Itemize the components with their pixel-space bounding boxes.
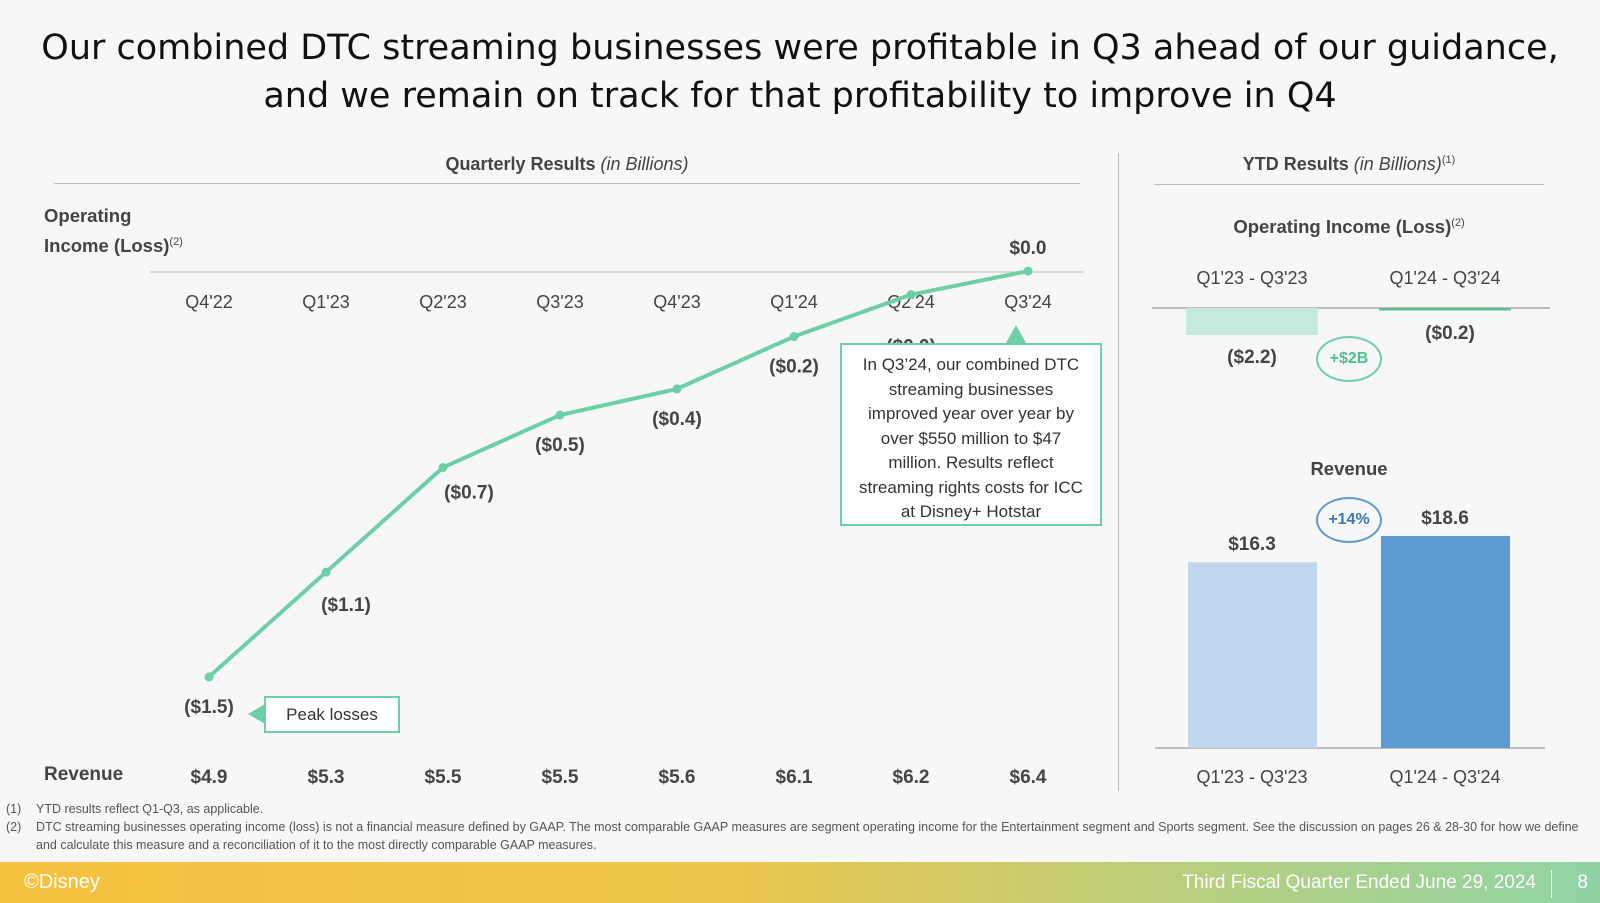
quarterly-heading-units: (in Billions) [600, 154, 689, 174]
ytd-heading-units: (in Billions) [1353, 154, 1442, 174]
footnote-text: YTD results reflect Q1-Q3, as applicable… [36, 802, 264, 816]
operating-income-label: Operating Income (Loss)(2) [44, 202, 183, 259]
data-point [321, 567, 331, 577]
x-tick-label: Q3'24 [1004, 292, 1051, 312]
ytd-revenue-value-label: $18.6 [1421, 508, 1469, 529]
callout-pointer [1006, 325, 1026, 343]
ytd-revenue-bar [1381, 536, 1510, 748]
data-label: $0.0 [1010, 238, 1047, 259]
data-point [438, 462, 448, 472]
ytd-oi-title-sup: (2) [1451, 216, 1465, 229]
ytd-oi-title-text: Operating Income (Loss) [1233, 216, 1452, 237]
ytd-heading: YTD Results (in Billions)(1) [1154, 154, 1544, 175]
footer-period: Third Fiscal Quarter Ended June 29, 2024 [1182, 872, 1536, 893]
revenue-value: $5.5 [425, 767, 462, 788]
data-point [555, 410, 565, 420]
revenue-value: $5.6 [659, 767, 696, 788]
footer-brand: ©Disney [24, 871, 100, 893]
operating-income-series-line [207, 269, 1029, 679]
quarterly-heading-rule [54, 183, 1080, 184]
x-tick-label: Q4'23 [653, 292, 700, 312]
ytd-charts: Q1'23 - Q3'23 ($2.2) Q1'24 - Q3'24 ($0.2) $1… [1152, 268, 1550, 787]
x-tick-label: Q1'24 [770, 292, 817, 312]
x-tick-label: Q4'22 [185, 292, 232, 312]
quarterly-heading: Quarterly Results (in Billions) [54, 154, 1080, 175]
operating-income-label-sup: (2) [169, 236, 183, 248]
footer-separator [1551, 870, 1552, 898]
operating-income-label-line1: Operating [44, 205, 132, 226]
ytd-revenue-category-label: Q1'24 - Q3'24 [1390, 767, 1501, 787]
revenue-value: $5.3 [308, 767, 345, 788]
ytd-heading-rule [1154, 184, 1544, 185]
data-point [672, 384, 682, 394]
ytd-heading-sup: (1) [1441, 154, 1456, 166]
footnote-number: (1) [6, 802, 22, 816]
ytd-oi-value-label: ($2.2) [1227, 347, 1277, 368]
peak-losses-callout: Peak losses [264, 696, 400, 733]
ytd-oi-title: Operating Income (Loss)(2) [1154, 216, 1544, 238]
page-number: 8 [1577, 872, 1588, 893]
footnote-text: DTC streaming businesses operating incom… [36, 820, 1579, 852]
revenue-row-label: Revenue [44, 764, 124, 785]
ytd-oi-change-badge: +$2B [1316, 336, 1382, 382]
data-point [906, 290, 916, 300]
data-point [1023, 266, 1033, 276]
footnote-2: (2) DTC streaming businesses operating in… [6, 818, 1596, 854]
data-label: ($0.4) [652, 409, 702, 430]
quarterly-operating-income-chart: Q4'22 $4.9 Q1'23 $5.3 Q2'23 $5.5 Q3'23 $5.5 Q4'2… [150, 238, 1084, 788]
operating-income-label-line2: Income (Loss) [44, 235, 170, 257]
ytd-oi-bar [1186, 308, 1318, 335]
ytd-revenue-title: Revenue [1310, 458, 1388, 479]
ytd-revenue-category-label: Q1'23 - Q3'23 [1197, 767, 1308, 787]
revenue-value: $5.5 [542, 767, 579, 788]
ytd-oi-value-label: ($0.2) [1425, 323, 1475, 344]
ytd-revenue-bar [1188, 562, 1317, 748]
ytd-oi-category-label: Q1'23 - Q3'23 [1197, 268, 1308, 288]
data-label: ($1.5) [184, 697, 234, 718]
revenue-value: $6.1 [776, 767, 813, 788]
q3-commentary-callout: In Q3’24, our combined DTC streaming bus… [840, 343, 1102, 526]
data-label: ($0.7) [444, 482, 494, 503]
ytd-oi-bar [1379, 308, 1511, 311]
revenue-value: $4.9 [191, 767, 228, 788]
footnotes: (1) YTD results reflect Q1-Q3, as applica… [6, 800, 1596, 854]
footnote-1: (1) YTD results reflect Q1-Q3, as applica… [6, 800, 1596, 818]
panel-divider [1118, 153, 1119, 791]
quarterly-heading-text: Quarterly Results [445, 154, 596, 174]
ytd-heading-text: YTD Results [1242, 154, 1349, 174]
slide-title: Our combined DTC streaming businesses we… [41, 28, 1559, 116]
data-label: ($0.5) [535, 435, 585, 456]
ytd-revenue-change-badge: +14% [1316, 497, 1382, 543]
x-tick-label: Q1'23 [302, 292, 349, 312]
revenue-value: $6.4 [1010, 767, 1047, 788]
data-point [204, 672, 214, 682]
peak-callout-pointer [248, 704, 265, 724]
ytd-oi-category-label: Q1'24 - Q3'24 [1390, 268, 1501, 288]
data-point [789, 332, 799, 342]
data-label: ($1.1) [321, 595, 371, 616]
x-tick-label: Q3'23 [536, 292, 583, 312]
footnote-number: (2) [6, 820, 22, 834]
footer-bar: ©Disney Third Fiscal Quarter Ended June … [0, 862, 1600, 903]
data-label: ($0.2) [769, 357, 819, 378]
x-tick-label: Q2'23 [419, 292, 466, 312]
ytd-revenue-value-label: $16.3 [1228, 534, 1276, 555]
revenue-value: $6.2 [893, 767, 930, 788]
